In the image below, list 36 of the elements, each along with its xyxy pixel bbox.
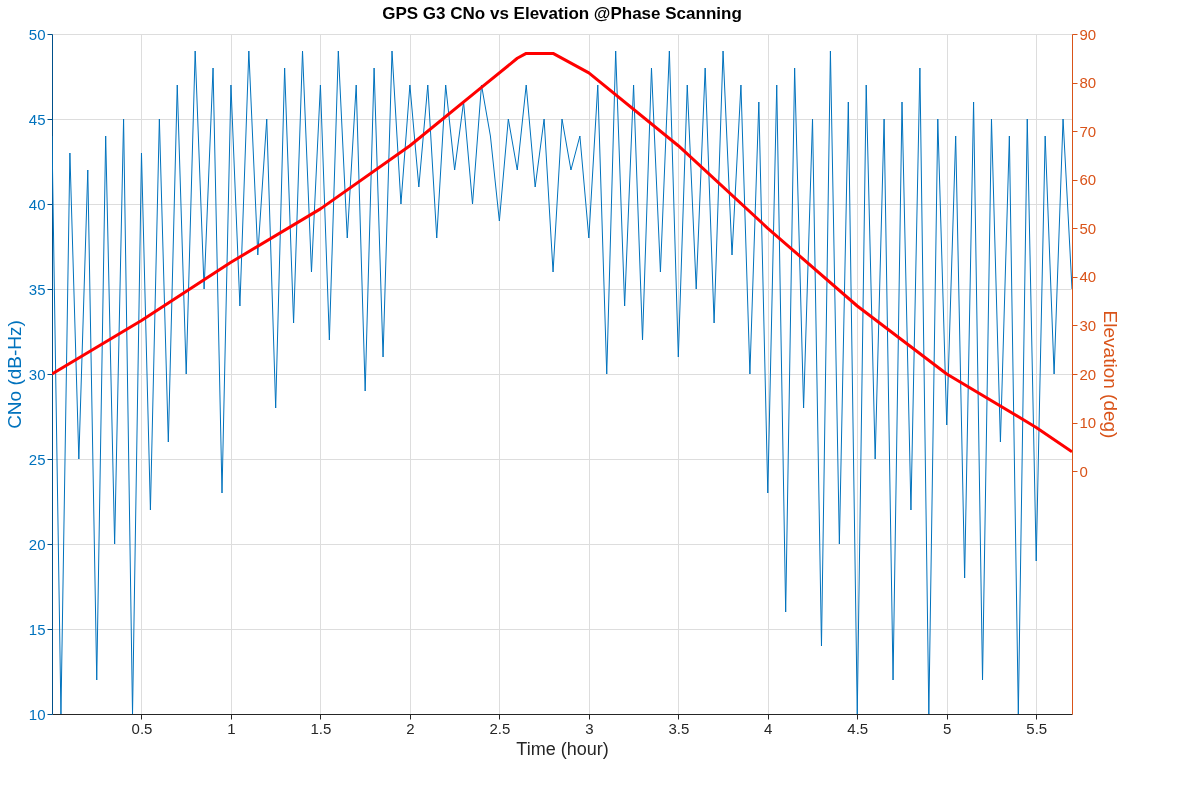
y-tick-label: 20 [28,535,46,553]
y2-tick-label: 10 [1079,414,1097,432]
y2-tick-label: 50 [1079,219,1097,237]
x-tick-label: 4 [764,719,773,737]
x-tick-label: 2.5 [489,719,511,737]
x-tick-label: 1 [227,719,236,737]
y2-tick-label: 80 [1079,74,1097,92]
y-tick-label: 10 [28,705,46,723]
y-tick-label: 40 [28,195,46,213]
y2-tick-label: 30 [1079,316,1097,334]
x-tick-label: 1.5 [310,719,332,737]
chart-title: GPS G3 CNo vs Elevation @Phase Scanning [382,4,742,23]
y2-tick-label: 0 [1079,462,1088,480]
line-series [52,50,1072,714]
line-series [52,51,1072,454]
y2-tick-label: 90 [1079,25,1097,43]
y-tick-label: 50 [28,25,46,43]
y2-axis-title: Elevation (deg) [1100,310,1122,439]
y-tick-label: 45 [28,110,46,128]
x-tick-label: 0.5 [131,719,153,737]
x-tick-label: 5 [943,719,952,737]
y2-tick-label: 70 [1079,122,1097,140]
y-tick-label: 35 [28,280,46,298]
y2-tick-label: 60 [1079,171,1097,189]
y2-tick-label: 40 [1079,268,1097,286]
x-tick-label: 2 [406,719,415,737]
x-tick-label: 5.5 [1026,719,1048,737]
y-axis-title: CNo (dB-Hz) [3,320,25,429]
x-tick-label: 3 [585,719,594,737]
x-tick-label: 4.5 [847,719,869,737]
y-tick-label: 15 [28,620,46,638]
y-tick-label: 30 [28,365,46,383]
x-axis-title: Time (hour) [516,738,609,759]
y2-tick-label: 20 [1079,365,1097,383]
x-tick-label: 3.5 [668,719,690,737]
y-tick-label: 25 [28,450,46,468]
